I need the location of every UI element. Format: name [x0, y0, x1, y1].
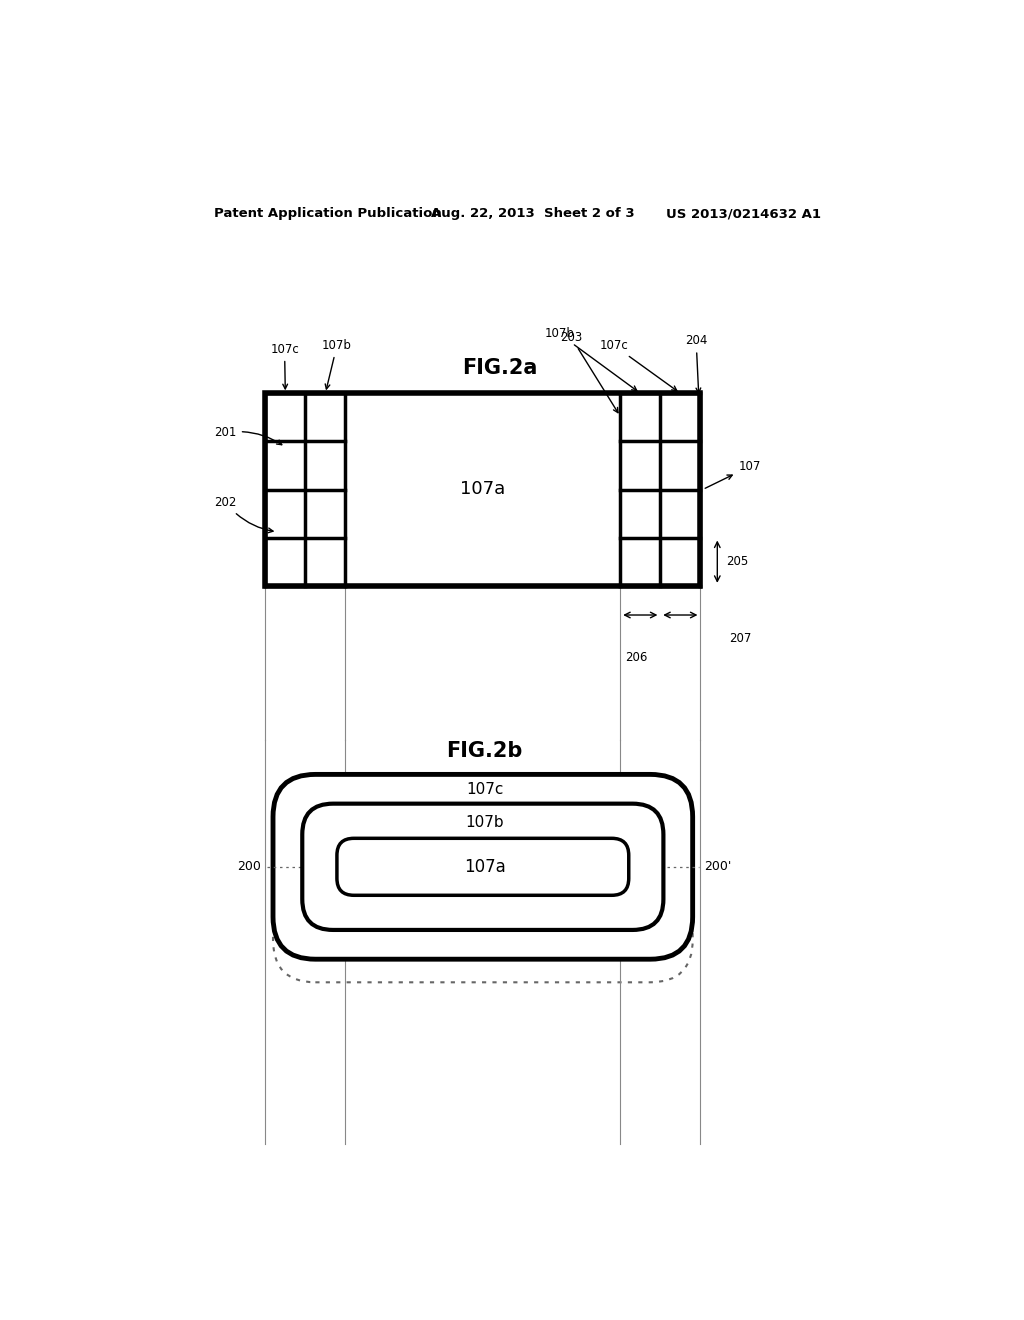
Text: 203: 203	[560, 330, 618, 413]
Text: 107b: 107b	[466, 816, 504, 830]
FancyBboxPatch shape	[273, 775, 692, 960]
Text: 107a: 107a	[464, 858, 506, 875]
Text: FIG.2b: FIG.2b	[446, 742, 523, 762]
Text: 107c: 107c	[466, 783, 504, 797]
FancyBboxPatch shape	[337, 838, 629, 895]
Text: 202: 202	[214, 496, 273, 533]
Text: 207: 207	[730, 631, 752, 644]
Text: Patent Application Publication: Patent Application Publication	[214, 207, 441, 220]
Text: 107c: 107c	[270, 343, 299, 389]
Text: 107c: 107c	[600, 339, 677, 391]
Text: 107a: 107a	[460, 480, 506, 499]
Text: 204: 204	[685, 334, 708, 393]
Text: 107: 107	[706, 459, 761, 488]
Text: FIG.2a: FIG.2a	[463, 358, 538, 378]
Text: 200': 200'	[705, 861, 731, 874]
Text: Aug. 22, 2013  Sheet 2 of 3: Aug. 22, 2013 Sheet 2 of 3	[431, 207, 635, 220]
Bar	[265, 393, 700, 586]
Text: 200: 200	[238, 861, 261, 874]
Text: 201: 201	[214, 426, 282, 445]
Text: 205: 205	[727, 556, 749, 568]
Text: US 2013/0214632 A1: US 2013/0214632 A1	[666, 207, 820, 220]
Text: 107b: 107b	[322, 339, 352, 389]
FancyBboxPatch shape	[302, 804, 664, 929]
Text: 206: 206	[625, 651, 647, 664]
Text: 107b: 107b	[545, 327, 637, 391]
